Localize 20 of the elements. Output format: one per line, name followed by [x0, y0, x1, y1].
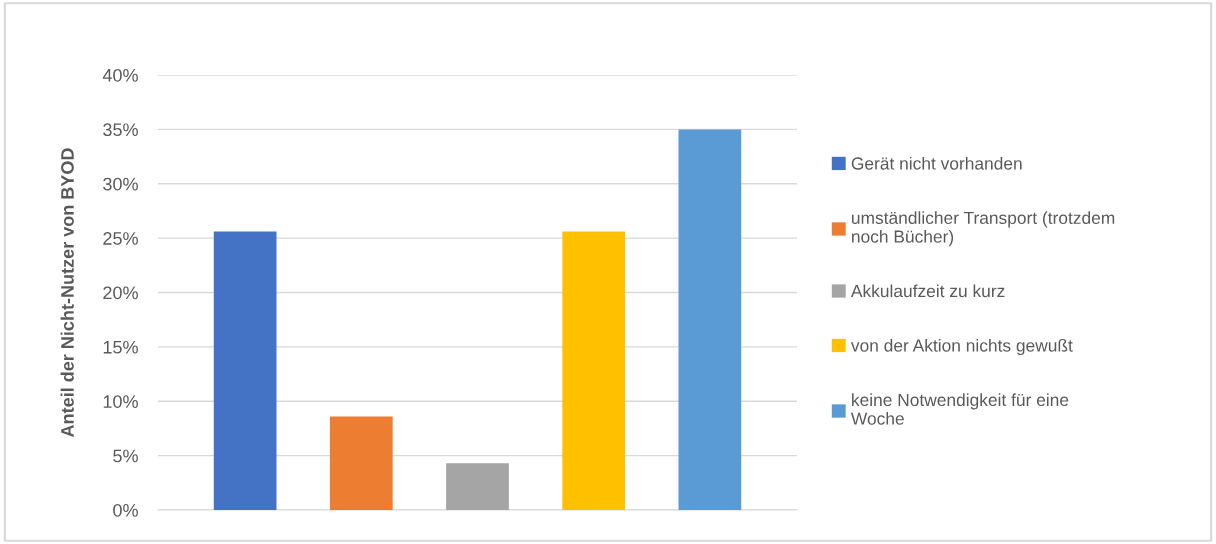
y-tick-label: 5%: [113, 449, 138, 463]
y-tick-label: 25%: [103, 232, 138, 245]
y-tick-label: 20%: [103, 286, 138, 300]
bar: [446, 463, 509, 510]
y-tick-label: 10%: [103, 395, 138, 408]
y-tick-label: 0%: [113, 503, 138, 517]
y-tick-label: 35%: [103, 123, 138, 137]
bar: [678, 129, 742, 510]
legend-label: Akkulaufzeit zu kurz: [850, 284, 1005, 298]
y-axis-title: Anteil der Nicht-Nutzer von BYOD: [60, 148, 74, 437]
bar: [562, 231, 626, 510]
legend-label: von der Aktion nichts gewußt: [850, 338, 1073, 356]
y-tick-label: 30%: [103, 177, 138, 191]
legend-label: Gerät nicht vorhanden: [851, 156, 1022, 170]
y-tick-label: 15%: [103, 340, 138, 354]
legend-label: keine Notwendigkeit für eine Woche: [850, 393, 1069, 425]
y-tick-label: 40%: [102, 68, 138, 82]
bar: [329, 416, 393, 510]
legend-label: umständlicher Transport (trotzdem noch Bücher): [852, 211, 1115, 247]
bar: [213, 231, 277, 510]
